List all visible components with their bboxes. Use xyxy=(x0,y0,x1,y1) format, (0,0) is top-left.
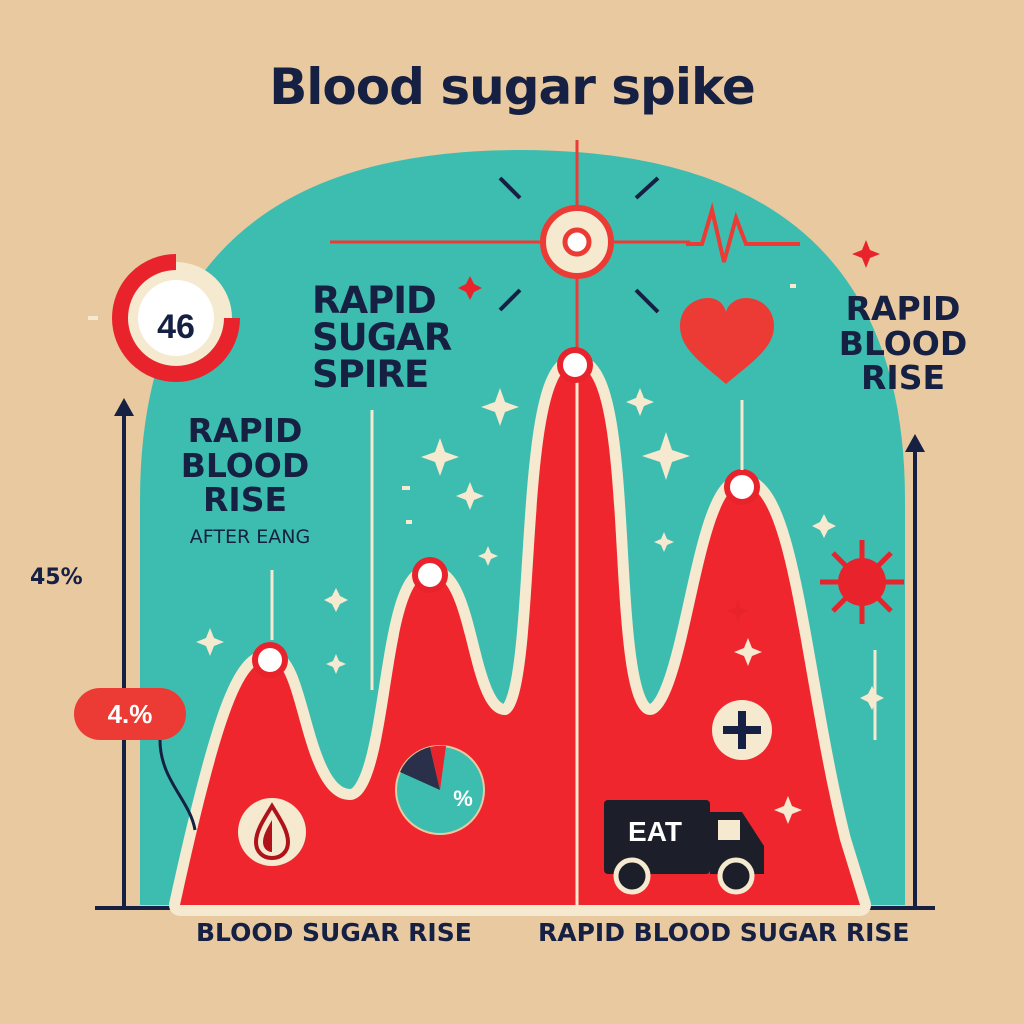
truck-icon xyxy=(604,800,764,895)
gauge-value: 46 xyxy=(157,308,195,346)
rapid-blood-rise-left-label: RAPID BLOOD RISE xyxy=(180,411,310,520)
plus-icon xyxy=(712,700,772,760)
drop-icon xyxy=(238,798,306,866)
truck-label: EAT xyxy=(628,816,682,847)
peak-marker-3 xyxy=(557,347,593,383)
bottom-left-label: BLOOD SUGAR RISE xyxy=(196,918,472,947)
peak-markers xyxy=(252,347,760,678)
percent-axis-label: 45% xyxy=(30,565,83,590)
gauge-icon xyxy=(112,254,240,382)
target-icon xyxy=(330,140,690,370)
peak-marker-4 xyxy=(724,469,760,505)
percent-badge-text: 4.% xyxy=(107,699,153,729)
rapid-sugar-spike-label: RAPID SUGAR SPIRE xyxy=(312,279,452,396)
after-eating-label: AFTER EANG xyxy=(189,526,311,548)
heart-icon xyxy=(680,298,774,384)
dash-markers xyxy=(88,284,796,524)
peak-marker-2 xyxy=(412,557,448,593)
heartbeat-icon xyxy=(686,202,800,263)
pie-value: % xyxy=(453,786,473,811)
percent-badge xyxy=(74,688,186,740)
peak-marker-1 xyxy=(252,642,288,678)
page-title: Blood sugar spike xyxy=(269,58,756,116)
rapid-blood-rise-right-label: RAPID BLOOD RISE xyxy=(838,289,968,398)
red-sparkles xyxy=(458,240,880,622)
pie-icon xyxy=(395,745,485,835)
virus-icon xyxy=(820,540,904,624)
sparkle-icon xyxy=(196,388,884,824)
blood-sugar-curve xyxy=(180,365,860,905)
bottom-right-label: RAPID BLOOD SUGAR RISE xyxy=(538,918,910,947)
